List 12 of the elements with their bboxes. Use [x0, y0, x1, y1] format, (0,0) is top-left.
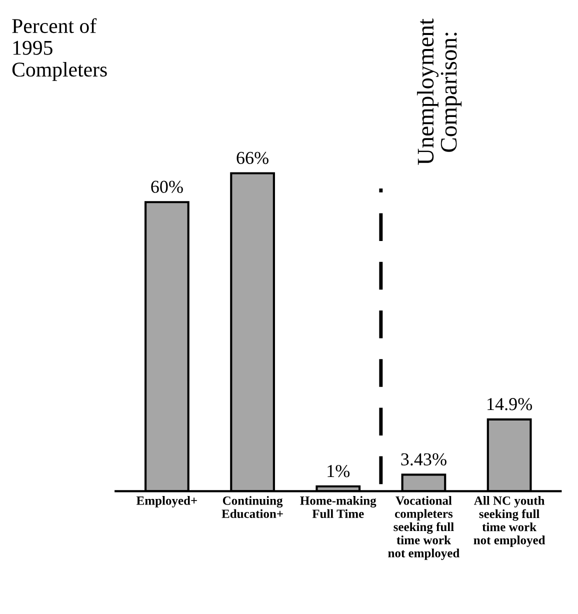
data-label: 3.43%	[401, 453, 446, 466]
data-label: 1%	[328, 464, 350, 478]
data-label: 60%	[151, 180, 183, 193]
x-tick-label: Home-making Full Time	[300, 496, 376, 518]
data-label: 66%	[236, 152, 268, 164]
x-tick-label: Employed+	[136, 496, 197, 508]
x-tick-label: Continuing Education+	[222, 496, 283, 518]
text: Unemployment Comparison:	[417, 18, 462, 165]
x-tick-label: All NC youth seeking full time work not employed	[474, 496, 546, 547]
y-axis-title: Percent of 1995 Completers	[12, 18, 107, 81]
x-tick-label: Vocational completers seeking full time work not employed	[388, 496, 460, 560]
data-label: 14.9%	[488, 398, 532, 410]
